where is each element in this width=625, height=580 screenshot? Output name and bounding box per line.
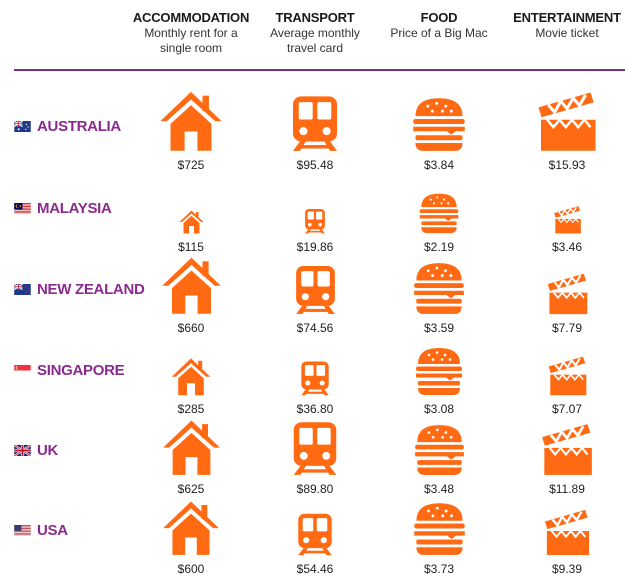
column-subtitle: Average monthly xyxy=(270,26,360,40)
country-name: SINGAPORE xyxy=(37,361,125,379)
value-label: $3.73 xyxy=(423,562,455,576)
column-header-entertainment: ENTERTAINMENT Movie ticket xyxy=(501,10,625,41)
row-label-malaysia: MALAYSIA xyxy=(14,198,112,218)
value-label: $36.80 xyxy=(296,402,334,416)
value-label: $89.80 xyxy=(296,482,334,496)
value-label: $115 xyxy=(178,240,204,254)
column-title: TRANSPORT xyxy=(275,10,355,25)
value-label: $15.93 xyxy=(548,158,586,172)
country-name: MALAYSIA xyxy=(37,199,112,217)
clapperboard-icon xyxy=(536,90,598,152)
house-icon xyxy=(159,88,223,152)
singapore-flag-icon xyxy=(14,364,31,376)
malaysia-flag-icon xyxy=(14,202,31,214)
value-label: $9.39 xyxy=(551,562,583,576)
new-zealand-flag-icon xyxy=(14,283,31,295)
train-icon xyxy=(290,264,341,315)
value-label: $74.56 xyxy=(296,321,334,335)
column-title: ENTERTAINMENT xyxy=(513,10,621,25)
value-label: $285 xyxy=(177,402,205,416)
row-label-australia: AUSTRALIA xyxy=(14,116,121,136)
row-label-new-zealand: NEW ZEALAND xyxy=(14,279,145,299)
clapperboard-icon xyxy=(543,508,591,556)
value-label: $3.48 xyxy=(423,482,455,496)
house-icon xyxy=(171,356,211,396)
burger-icon xyxy=(414,346,464,396)
train-icon xyxy=(287,420,343,476)
column-subtitle: single room xyxy=(159,41,223,55)
row-label-uk: UK xyxy=(14,440,58,460)
value-label: $660 xyxy=(177,321,205,335)
train-icon xyxy=(293,512,337,556)
value-label: $11.89 xyxy=(549,482,585,496)
clapperboard-icon xyxy=(546,272,589,315)
column-title: ACCOMMODATION xyxy=(132,10,250,25)
row-label-usa: USA xyxy=(14,520,68,540)
value-label: $3.46 xyxy=(551,240,583,254)
train-icon xyxy=(286,94,344,152)
value-label: $3.59 xyxy=(423,321,455,335)
burger-icon xyxy=(412,501,467,556)
value-label: $625 xyxy=(177,482,205,496)
value-label: $600 xyxy=(177,562,205,576)
value-label: $7.07 xyxy=(551,402,583,416)
country-name: USA xyxy=(37,521,68,539)
burger-icon xyxy=(418,192,460,234)
value-label: $2.19 xyxy=(423,240,455,254)
column-header-transport: TRANSPORT Average monthly travel card xyxy=(249,10,381,56)
australia-flag-icon xyxy=(14,120,31,132)
column-header-accommodation: ACCOMMODATION Monthly rent for a single ro… xyxy=(125,10,257,56)
burger-icon xyxy=(413,423,466,476)
burger-icon xyxy=(411,96,467,152)
value-label: $3.08 xyxy=(423,402,455,416)
value-label: $3.84 xyxy=(423,158,455,172)
column-title: FOOD xyxy=(420,10,458,25)
country-name: UK xyxy=(37,441,59,459)
clapperboard-icon xyxy=(547,355,588,396)
column-subtitle: Price of a Big Mac xyxy=(390,26,488,40)
country-name: AUSTRALIA xyxy=(37,117,121,135)
value-label: $725 xyxy=(177,158,205,172)
column-subtitle: Movie ticket xyxy=(535,26,599,40)
house-icon xyxy=(162,417,221,476)
country-name: NEW ZEALAND xyxy=(37,280,145,298)
house-icon xyxy=(179,209,204,234)
value-label: $19.86 xyxy=(296,240,334,254)
clapperboard-icon xyxy=(540,422,594,476)
house-icon xyxy=(161,254,222,315)
house-icon xyxy=(162,498,220,556)
value-label: $7.79 xyxy=(551,321,583,335)
uk-flag-icon xyxy=(14,444,31,456)
header-divider xyxy=(14,69,625,71)
column-header-food: FOOD Price of a Big Mac xyxy=(373,10,505,41)
value-label: $95.48 xyxy=(296,158,334,172)
value-label: $54.46 xyxy=(296,562,334,576)
usa-flag-icon xyxy=(14,524,31,536)
row-label-singapore: SINGAPORE xyxy=(14,360,125,380)
column-subtitle: travel card xyxy=(286,41,344,55)
train-icon xyxy=(297,360,333,396)
column-subtitle: Monthly rent for a xyxy=(144,26,238,40)
burger-icon xyxy=(412,261,466,315)
clapperboard-icon xyxy=(553,205,582,234)
train-icon xyxy=(302,208,328,234)
